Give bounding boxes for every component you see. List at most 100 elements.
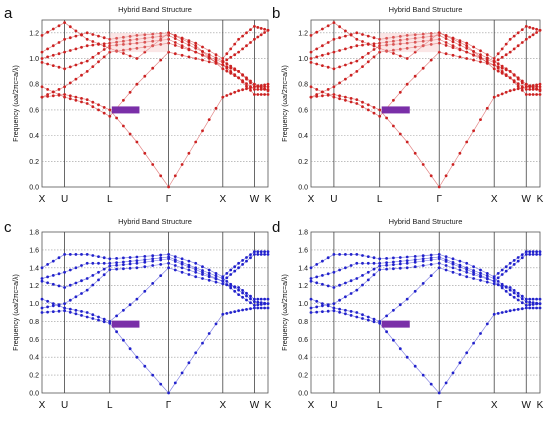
- band-point: [332, 309, 336, 313]
- band-point: [492, 59, 496, 63]
- band-point: [135, 34, 139, 37]
- band-point: [479, 278, 482, 282]
- band-point: [151, 32, 155, 36]
- y-tick-label: 0.8: [29, 82, 39, 89]
- band-point: [57, 309, 61, 313]
- band-point: [361, 313, 364, 317]
- band-point: [253, 303, 256, 307]
- band-point: [207, 118, 211, 121]
- band-point: [63, 95, 66, 99]
- band-point: [233, 90, 237, 94]
- band-point: [413, 40, 417, 44]
- band-point: [531, 297, 535, 301]
- band-point: [413, 74, 417, 78]
- band-point: [180, 53, 184, 57]
- band-point: [465, 46, 469, 50]
- band-point: [135, 261, 139, 265]
- band-point: [46, 47, 49, 51]
- band-point: [338, 81, 341, 85]
- band-point: [520, 253, 524, 256]
- band-point: [385, 261, 388, 264]
- band-point: [253, 25, 256, 28]
- band-point: [80, 45, 83, 49]
- band-point: [201, 341, 204, 345]
- band-point: [102, 267, 106, 271]
- band-point: [538, 306, 542, 310]
- band-point: [229, 284, 233, 288]
- band-point: [465, 41, 469, 45]
- band-point: [512, 47, 516, 51]
- band-point: [194, 46, 198, 50]
- band-point: [444, 37, 448, 40]
- y-tick-label: 0.2: [29, 373, 39, 380]
- y-tick-label: 0.2: [29, 159, 39, 166]
- band-point: [151, 257, 155, 261]
- band-point: [225, 52, 229, 56]
- band-point: [249, 41, 252, 44]
- band-point: [500, 286, 504, 290]
- band-point: [266, 85, 270, 89]
- y-tick-label: 1.8: [298, 230, 308, 237]
- band-point: [201, 269, 204, 272]
- y-tick-label: 0.2: [298, 373, 308, 380]
- band-point: [115, 330, 118, 334]
- band-point: [51, 310, 55, 313]
- band-point: [187, 151, 191, 155]
- band-point: [80, 314, 83, 317]
- band-point: [378, 46, 382, 50]
- band-point: [385, 36, 388, 40]
- k-point-label: U: [61, 194, 68, 205]
- band-point: [528, 35, 532, 39]
- y-tick-label: 0.4: [29, 133, 39, 140]
- band-point: [315, 88, 319, 91]
- band-point: [524, 82, 528, 86]
- band-point: [485, 53, 489, 57]
- band-point: [332, 85, 336, 89]
- band-point: [512, 295, 516, 299]
- band-point: [451, 40, 455, 44]
- band-point: [51, 274, 55, 277]
- band-point: [91, 317, 95, 320]
- band-point: [68, 65, 72, 69]
- panel-a: a Hybrid Band Structure 0.0 0.2 0.4 0.6 0.8 1.0…: [4, 5, 272, 205]
- band-point: [405, 140, 409, 144]
- band-point: [528, 84, 532, 88]
- k-point-label: W: [522, 194, 532, 205]
- band-point: [63, 85, 66, 89]
- k-point-label: K: [265, 400, 272, 411]
- band-point: [361, 283, 364, 287]
- band-point: [180, 163, 184, 166]
- band-point: [108, 261, 112, 265]
- band-point: [332, 21, 336, 24]
- band-point: [366, 42, 370, 46]
- band-point: [496, 58, 500, 62]
- band-point: [63, 21, 66, 24]
- band-point: [429, 263, 433, 266]
- band-point: [194, 57, 198, 60]
- band-point: [194, 44, 198, 48]
- band-point: [221, 282, 225, 286]
- band-point: [46, 263, 49, 266]
- band-point: [245, 87, 248, 91]
- band-point: [500, 71, 504, 75]
- band-point: [326, 65, 330, 69]
- band-point: [413, 151, 417, 155]
- band-point: [249, 81, 252, 85]
- band-point: [214, 280, 218, 284]
- band-point: [68, 283, 72, 287]
- band-point: [508, 70, 512, 73]
- band-point: [97, 34, 100, 38]
- band-point: [361, 43, 364, 47]
- band-point: [378, 114, 382, 118]
- band-point: [167, 266, 171, 270]
- band-point: [63, 309, 66, 313]
- band-point: [173, 41, 177, 44]
- band-point: [458, 259, 462, 263]
- band-point: [528, 93, 532, 96]
- band-point: [225, 65, 229, 68]
- band-point: [392, 98, 395, 102]
- band-point: [531, 27, 535, 30]
- band-point: [524, 303, 528, 307]
- band-point: [151, 163, 155, 166]
